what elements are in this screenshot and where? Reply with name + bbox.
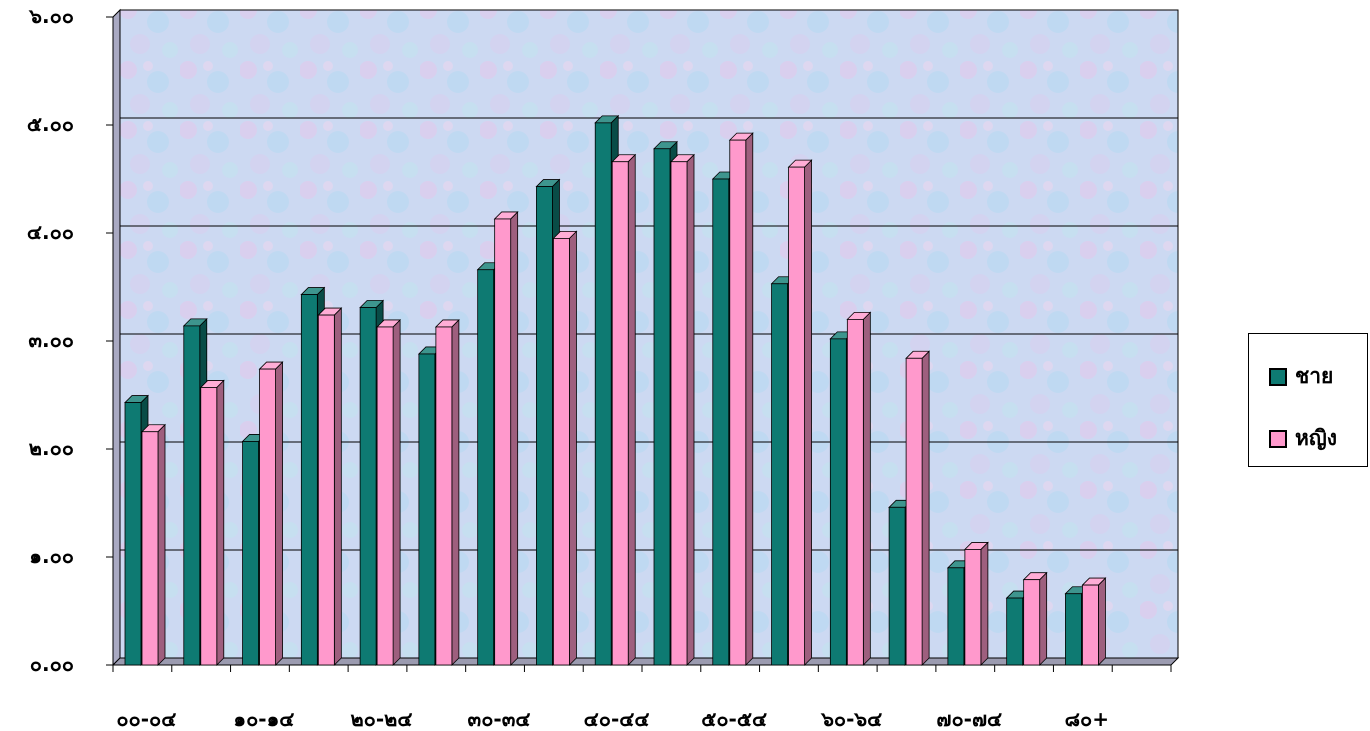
legend-label-female: หญิง xyxy=(1295,426,1337,450)
y-tick-label: ๕.๐๐ xyxy=(27,112,74,136)
bar-female xyxy=(258,361,284,666)
plot-area-border xyxy=(119,9,1179,659)
bar-female xyxy=(141,423,166,666)
bar-female xyxy=(905,350,931,666)
y-tick-label: ๖.๐๐ xyxy=(28,4,74,28)
bar-female xyxy=(1022,571,1048,666)
x-tick-label: ๔๐-๔๔ xyxy=(584,707,650,731)
y-tick-label: ๔.๐๐ xyxy=(27,220,74,244)
bar-female xyxy=(728,132,754,666)
legend-item-female: หญิง xyxy=(1269,422,1337,455)
x-tick-label: ๕๐-๕๔ xyxy=(701,707,767,731)
y-tick-label: ๒.๐๐ xyxy=(29,436,74,460)
bar-female xyxy=(552,230,578,666)
x-tick-label: ๖๐-๖๔ xyxy=(820,707,882,731)
bar-female xyxy=(317,307,343,666)
y-tick-label: ๓.๐๐ xyxy=(28,328,74,352)
bar-female xyxy=(611,153,637,666)
x-tick-label: ๗๐-๗๔ xyxy=(936,707,1002,731)
y-axis: ๐.๐๐ ๑.๐๐ ๒.๐๐ ๓.๐๐ ๔.๐๐ ๕.๐๐ ๖.๐๐ xyxy=(27,4,114,676)
legend-swatch-male xyxy=(1269,367,1287,386)
gridlines xyxy=(120,117,1178,551)
legend-swatch-female xyxy=(1269,429,1287,448)
x-tick-label: ๐๐-๐๔ xyxy=(116,707,176,731)
y-tick-label: ๐.๐๐ xyxy=(30,652,74,676)
bar-female xyxy=(846,311,872,666)
x-axis: ๐๐-๐๔ ๑๐-๑๔ ๒๐-๒๔ ๓๐-๓๔ ๔๐-๔๔ ๕๐-๕๔ ๖๐-๖๔ ๗๐-๗๔… xyxy=(112,665,1172,731)
plot-side-wall xyxy=(112,8,121,667)
x-tick-label: ๓๐-๓๔ xyxy=(468,707,531,731)
legend: ชาย หญิง xyxy=(1248,333,1368,467)
x-tick-label: ๒๐-๒๔ xyxy=(350,707,412,731)
legend-item-male: ชาย xyxy=(1269,360,1333,393)
bar-female xyxy=(670,153,695,666)
bar-female xyxy=(199,379,225,666)
bar-female xyxy=(376,318,402,666)
x-tick-label: ๑๐-๑๔ xyxy=(233,707,294,731)
bar-female xyxy=(1081,577,1107,666)
legend-label-male: ชาย xyxy=(1295,364,1334,388)
bar-female xyxy=(434,318,460,666)
bar-female xyxy=(963,541,989,666)
bars xyxy=(124,114,1107,666)
bar-female xyxy=(493,210,519,666)
bar-female xyxy=(787,159,813,666)
y-tick-label: ๑.๐๐ xyxy=(29,544,74,568)
x-tick-label: ๘๐+ xyxy=(1065,707,1109,731)
